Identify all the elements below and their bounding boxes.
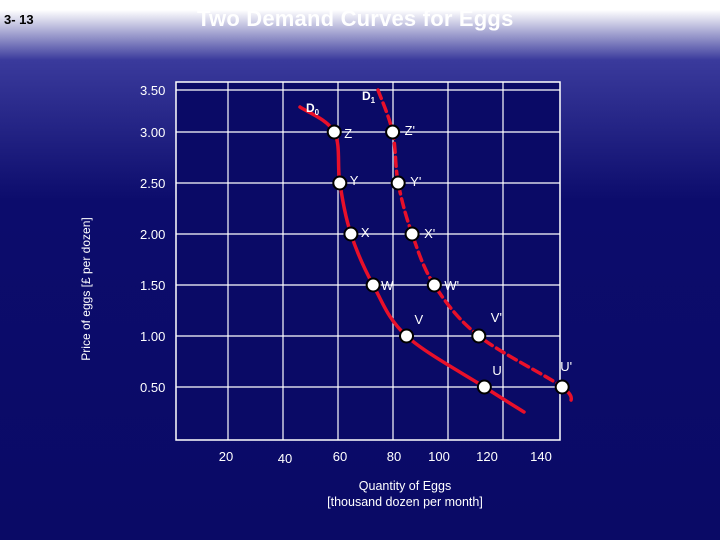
point-label: W' [444,278,459,293]
point-label: W [381,278,394,293]
data-point-y-prime [390,175,406,191]
x-axis-label-line1: Quantity of Eggs [358,479,452,493]
point-label: V [415,312,424,327]
y-tick-label: 1.00 [140,329,165,344]
y-tick-label: 0.50 [140,380,165,395]
point-label: Z' [405,123,415,138]
x-axis-label: Quantity of Eggs [thousand dozen per mon… [300,478,510,510]
y-tick-label: 2.50 [140,176,165,191]
point-label: U [492,363,501,378]
data-point-u [476,379,492,395]
x-tick-label: 40 [278,451,292,466]
point-label: Y' [410,174,421,189]
x-tick-labels: 20 40 60 80 100 120 140 [219,449,552,466]
data-point-u-prime [554,379,570,395]
chart-grid [175,81,561,441]
point-label: Y [350,173,359,188]
x-tick-label: 20 [219,449,233,464]
x-axis-label-line2: [thousand dozen per month] [327,495,483,509]
data-point-x-prime [404,226,420,242]
y-tick-label: 1.50 [140,278,165,293]
data-point-z [326,124,342,140]
y-tick-label: 3.00 [140,125,165,140]
point-label: V' [491,310,502,325]
data-point-z-prime [385,124,401,140]
y-axis-label: Price of eggs [£ per dozen] [79,217,93,361]
y-tick-label: 2.00 [140,227,165,242]
x-tick-label: 80 [387,449,401,464]
plot-frame [175,81,561,441]
point-label: X' [424,226,435,241]
y-tick-label: 3.50 [140,83,165,98]
x-tick-label: 60 [333,449,347,464]
point-labels: Z Y X W V U Z' Y' X' W' V' U' [344,123,572,378]
x-tick-label: 140 [530,449,552,464]
x-tick-label: 120 [476,449,498,464]
data-point-x [343,226,359,242]
point-label: Z [344,126,352,141]
data-points [326,124,570,395]
data-point-v-prime [471,328,487,344]
data-point-y [332,175,348,191]
point-label: U' [560,359,572,374]
data-point-v [399,328,415,344]
y-tick-labels: 3.50 3.00 2.50 2.00 1.50 1.00 0.50 [140,83,165,395]
point-label: X [361,225,370,240]
data-point-w-prime [426,277,442,293]
data-point-w [365,277,381,293]
x-tick-label: 100 [428,449,450,464]
slide-title: Two Demand Curves for Eggs [197,6,514,31]
slide-number: 3- 13 [4,12,34,27]
